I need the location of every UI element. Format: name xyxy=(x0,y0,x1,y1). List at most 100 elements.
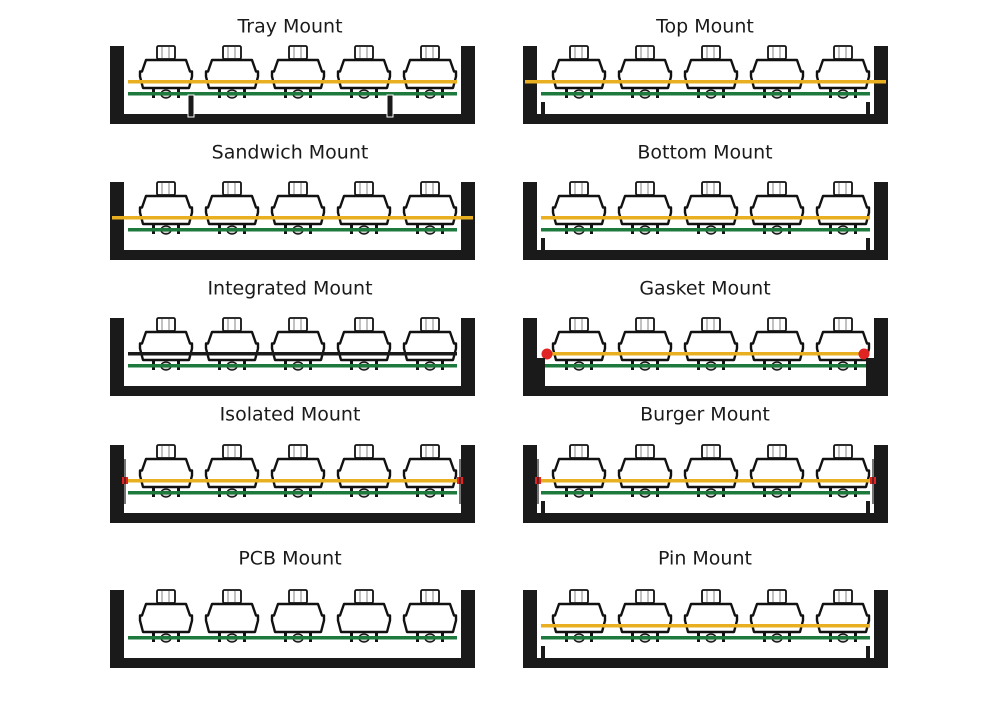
switch-stem xyxy=(354,589,374,604)
case-bottom xyxy=(533,658,878,668)
switch-housing xyxy=(551,602,607,634)
switch-housing xyxy=(138,58,194,90)
switch-housing xyxy=(402,58,458,90)
switch-stem xyxy=(156,444,176,459)
case-bottom xyxy=(110,250,475,260)
mount-panel-pin: Pin Mount xyxy=(523,548,888,668)
switch-housing xyxy=(270,602,326,634)
switch-housing xyxy=(138,330,194,362)
case-inner-lip xyxy=(541,646,545,658)
switch-stem xyxy=(767,589,787,604)
switch-plate xyxy=(128,352,457,356)
switch-stem xyxy=(222,181,242,196)
switch-housing xyxy=(402,330,458,362)
switch-stem xyxy=(833,589,853,604)
switch-stem xyxy=(701,444,721,459)
mount-panel-burger: Burger Mount xyxy=(523,404,888,523)
switch-stem xyxy=(156,45,176,60)
switch-stem xyxy=(156,317,176,332)
switch-stem xyxy=(569,317,589,332)
mount-panel-tray: Tray Mount xyxy=(110,16,475,124)
tray-standoff xyxy=(386,94,394,118)
case-left-wall xyxy=(523,182,537,260)
switch-housing xyxy=(749,58,805,90)
case-left-wall xyxy=(523,318,537,396)
switch-housing xyxy=(270,58,326,90)
mount-title-top: Top Mount xyxy=(655,16,754,38)
switch-stem xyxy=(767,317,787,332)
switch-housing xyxy=(683,330,739,362)
pcb-board xyxy=(128,491,457,495)
switch-housing xyxy=(138,602,194,634)
switch-housing xyxy=(683,602,739,634)
switch-stem xyxy=(635,181,655,196)
mount-panel-pcb: PCB Mount xyxy=(110,548,475,668)
switch-stem xyxy=(354,181,374,196)
case-bottom xyxy=(533,513,878,523)
case-bottom xyxy=(110,114,475,124)
switch-housing xyxy=(551,330,607,362)
switch-stem xyxy=(833,181,853,196)
switch-housing xyxy=(138,194,194,226)
mount-title-pcb: PCB Mount xyxy=(238,548,341,570)
switch-housing xyxy=(683,194,739,226)
switch-housing xyxy=(138,457,194,489)
switch-housing xyxy=(270,330,326,362)
case-left-wall xyxy=(110,318,124,396)
switch-plate xyxy=(541,216,870,220)
switch-housing xyxy=(749,602,805,634)
pcb-board xyxy=(128,636,457,640)
mount-title-gasket: Gasket Mount xyxy=(639,278,770,300)
pcb-board xyxy=(541,228,870,232)
gasket-dot xyxy=(541,348,553,360)
switch-housing xyxy=(749,330,805,362)
switch-stem xyxy=(767,444,787,459)
case-right-wall xyxy=(461,445,475,523)
switch-housing xyxy=(204,58,260,90)
mount-panel-bottom: Bottom Mount xyxy=(523,142,888,260)
switch-stem xyxy=(569,45,589,60)
switch-stem xyxy=(569,181,589,196)
switch-housing xyxy=(402,194,458,226)
switch-stem xyxy=(767,181,787,196)
mount-panel-top: Top Mount xyxy=(523,16,888,124)
case-left-wall xyxy=(110,445,124,523)
pcb-board xyxy=(128,92,457,96)
mount-title-burger: Burger Mount xyxy=(640,404,770,426)
case-right-wall xyxy=(461,46,475,124)
mount-panel-isolated: Isolated Mount xyxy=(110,404,475,523)
switch-stem xyxy=(833,45,853,60)
case-left-wall xyxy=(110,46,124,124)
case-inner-lip xyxy=(541,102,545,114)
switch-housing xyxy=(336,58,392,90)
case-inner-lip xyxy=(866,102,870,114)
pcb-board xyxy=(541,92,870,96)
gasket-ledge xyxy=(537,358,545,386)
case-right-wall xyxy=(461,590,475,668)
switch-stem xyxy=(833,444,853,459)
switch-stem xyxy=(420,444,440,459)
switch-stem xyxy=(354,45,374,60)
switch-stem xyxy=(156,589,176,604)
mount-title-integrated: Integrated Mount xyxy=(207,278,372,300)
switch-stem xyxy=(635,444,655,459)
switch-stem xyxy=(569,444,589,459)
case-bottom xyxy=(110,386,475,396)
case-bottom xyxy=(533,250,878,260)
switch-housing xyxy=(749,457,805,489)
switch-stem xyxy=(288,45,308,60)
case-right-wall xyxy=(461,182,475,260)
switch-stem xyxy=(420,589,440,604)
switch-housing xyxy=(204,330,260,362)
switch-housing xyxy=(204,457,260,489)
case-inner-lip xyxy=(866,501,870,513)
mount-title-bottom: Bottom Mount xyxy=(637,142,772,164)
mount-title-pin: Pin Mount xyxy=(658,548,752,570)
switch-stem xyxy=(420,181,440,196)
pcb-board xyxy=(541,636,870,640)
switch-housing xyxy=(617,602,673,634)
case-left-wall xyxy=(523,445,537,523)
mount-panel-gasket: Gasket Mount xyxy=(523,278,888,396)
switch-stem xyxy=(767,45,787,60)
case-right-wall xyxy=(874,182,888,260)
